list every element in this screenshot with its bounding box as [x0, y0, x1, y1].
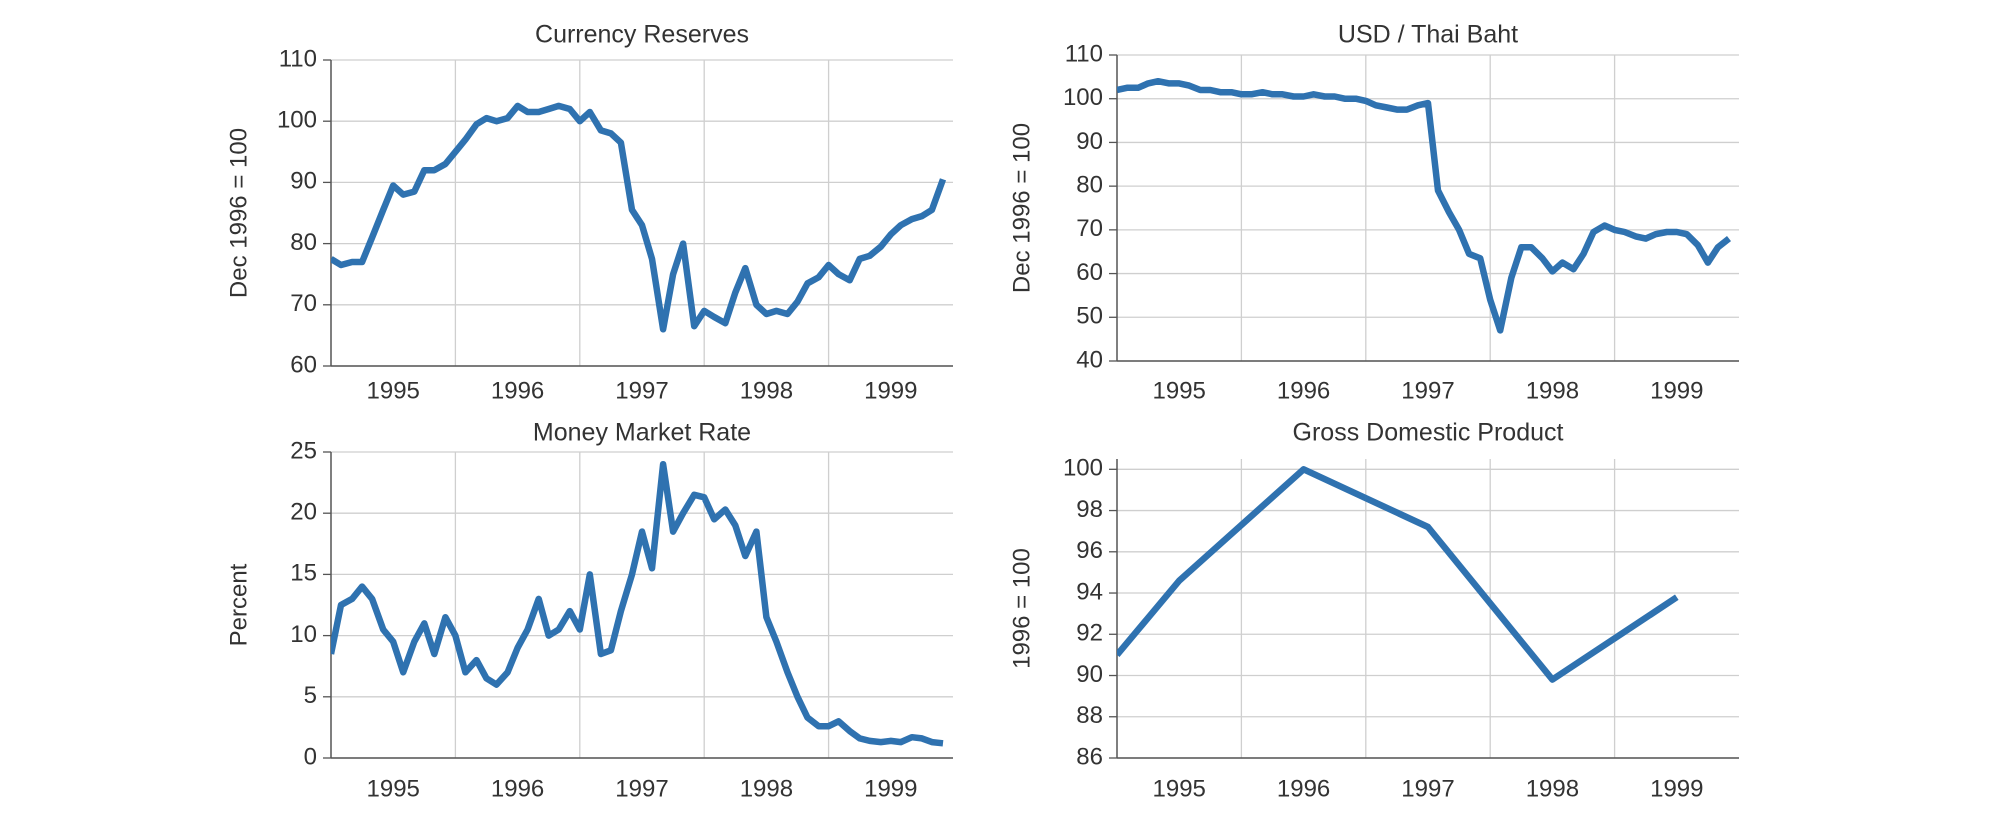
- y-tick-label: 60: [1076, 259, 1103, 286]
- y-tick-label: 96: [1076, 537, 1103, 564]
- y-tick-label: 10: [290, 621, 317, 648]
- y-tick-label: 5: [304, 682, 317, 709]
- chart-title: Currency Reserves: [535, 21, 749, 49]
- y-tick-label: 0: [304, 743, 317, 770]
- x-tick-label: 1999: [1650, 377, 1703, 404]
- y-axis-label: Dec 1996 = 100: [1008, 123, 1035, 293]
- x-tick-label: 1995: [1153, 377, 1206, 404]
- x-tick-label: 1998: [740, 377, 793, 404]
- data-line: [331, 102, 947, 333]
- y-tick-label: 50: [1076, 303, 1103, 330]
- y-tick-label: 92: [1076, 620, 1103, 647]
- x-tick-label: 1998: [740, 775, 793, 802]
- y-axis-label: Dec 1996 = 100: [225, 128, 252, 298]
- y-tick-label: 15: [290, 560, 317, 587]
- x-tick-label: 1999: [864, 775, 917, 802]
- x-tick-label: 1996: [1277, 775, 1330, 802]
- y-tick-label: 70: [1076, 215, 1103, 242]
- x-tick-label: 1995: [367, 775, 420, 802]
- y-tick-label: 90: [290, 168, 317, 195]
- y-axis-label: 1996 = 100: [1008, 548, 1035, 669]
- chart-title: Money Market Rate: [533, 419, 751, 447]
- x-tick-label: 1997: [615, 377, 668, 404]
- y-tick-label: 100: [1063, 455, 1103, 482]
- y-tick-label: 90: [1076, 128, 1103, 155]
- y-tick-label: 40: [1076, 346, 1103, 373]
- y-tick-label: 70: [290, 290, 317, 317]
- x-tick-label: 1998: [1526, 775, 1579, 802]
- x-tick-label: 1996: [491, 377, 544, 404]
- x-tick-label: 1997: [1401, 377, 1454, 404]
- x-tick-label: 1999: [1650, 775, 1703, 802]
- y-tick-label: 100: [277, 107, 317, 134]
- data-line: [1117, 77, 1732, 334]
- data-line: [331, 460, 944, 747]
- y-tick-label: 80: [1076, 171, 1103, 198]
- x-tick-label: 1998: [1526, 377, 1579, 404]
- y-tick-label: 80: [290, 229, 317, 256]
- y-tick-label: 20: [290, 499, 317, 526]
- x-tick-label: 1995: [1153, 775, 1206, 802]
- x-tick-label: 1996: [1277, 377, 1330, 404]
- y-tick-label: 94: [1076, 578, 1103, 605]
- x-tick-label: 1997: [1401, 775, 1454, 802]
- y-tick-label: 100: [1063, 84, 1103, 111]
- y-tick-label: 86: [1076, 743, 1103, 770]
- y-tick-label: 88: [1076, 702, 1103, 729]
- x-tick-label: 1995: [367, 377, 420, 404]
- x-tick-label: 1996: [491, 775, 544, 802]
- y-tick-label: 110: [279, 45, 317, 72]
- y-tick-label: 25: [290, 437, 317, 464]
- y-tick-label: 90: [1076, 661, 1103, 688]
- y-tick-label: 98: [1076, 496, 1103, 523]
- chart-title: USD / Thai Baht: [1338, 21, 1518, 49]
- chart-title: Gross Domestic Product: [1293, 419, 1564, 447]
- y-tick-label: 60: [290, 351, 317, 378]
- x-tick-label: 1997: [615, 775, 668, 802]
- y-axis-label: Percent: [225, 563, 252, 646]
- x-tick-label: 1999: [864, 377, 917, 404]
- y-tick-label: 110: [1065, 40, 1103, 67]
- data-line: [1117, 466, 1679, 683]
